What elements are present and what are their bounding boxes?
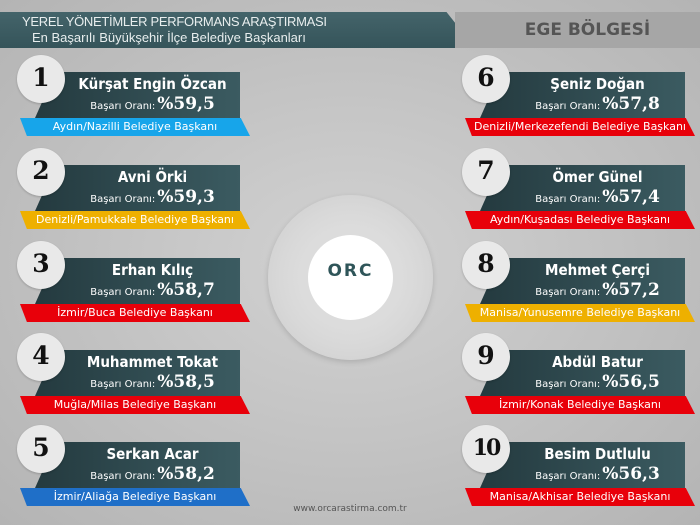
success-rate: Başarı Oranı: %57,4 xyxy=(510,187,685,207)
title-ribbon: İzmir/Buca Belediye Başkanı xyxy=(20,304,250,322)
rate-value: %57,8 xyxy=(602,94,660,114)
rate-label: Başarı Oranı: xyxy=(535,287,601,298)
ranking-card: 5 Serkan Acar Başarı Oranı: %58,2 İzmir/A… xyxy=(17,425,252,510)
mayor-name: Erhan Kılıç xyxy=(111,261,194,279)
info-panel: Serkan Acar Başarı Oranı: %58,2 xyxy=(35,442,240,488)
title-ribbon: Manisa/Akhisar Belediye Başkanı xyxy=(465,488,695,506)
success-rate: Başarı Oranı: %57,8 xyxy=(510,94,685,114)
header-banner: YEREL YÖNETİMLER PERFORMANS ARAŞTIRMASI … xyxy=(0,12,475,48)
title-ribbon: İzmir/Aliağa Belediye Başkanı xyxy=(20,488,250,506)
header-subtitle: En Başarılı Büyükşehir İlçe Belediye Baş… xyxy=(32,30,306,45)
mayor-name: Ömer Günel xyxy=(552,168,643,186)
rate-label: Başarı Oranı: xyxy=(90,471,156,482)
rank-badge: 10 xyxy=(462,425,510,473)
rank-badge: 6 xyxy=(462,55,510,103)
mayor-name: Avni Örki xyxy=(117,168,188,186)
info-panel: Kürşat Engin Özcan Başarı Oranı: %59,5 xyxy=(35,72,240,118)
rate-label: Başarı Oranı: xyxy=(90,101,156,112)
ranking-card: 8 Mehmet Çerçi Başarı Oranı: %57,2 Manisa… xyxy=(462,241,697,326)
rate-label: Başarı Oranı: xyxy=(535,379,601,390)
rate-value: %57,4 xyxy=(602,187,660,207)
title-ribbon: İzmir/Konak Belediye Başkanı xyxy=(465,396,695,414)
rate-value: %57,2 xyxy=(602,280,660,300)
rate-value: %56,5 xyxy=(602,372,660,392)
title-ribbon: Denizli/Merkezefendi Belediye Başkanı xyxy=(465,118,695,136)
success-rate: Başarı Oranı: %59,3 xyxy=(65,187,240,207)
rate-label: Başarı Oranı: xyxy=(535,471,601,482)
mayor-name: Besim Dutlulu xyxy=(544,445,651,463)
region-label: EGE BÖLGESİ xyxy=(455,12,700,48)
mayor-name: Abdül Batur xyxy=(552,353,643,371)
title-ribbon: Aydın/Kuşadası Belediye Başkanı xyxy=(465,211,695,229)
rate-value: %56,3 xyxy=(602,464,660,484)
info-panel: Besim Dutlulu Başarı Oranı: %56,3 xyxy=(480,442,685,488)
mayor-name: Mehmet Çerçi xyxy=(545,261,650,279)
title-ribbon: Muğla/Milas Belediye Başkanı xyxy=(20,396,250,414)
success-rate: Başarı Oranı: %56,5 xyxy=(510,372,685,392)
rate-label: Başarı Oranı: xyxy=(535,194,601,205)
info-panel: Abdül Batur Başarı Oranı: %56,5 xyxy=(480,350,685,396)
info-panel: Mehmet Çerçi Başarı Oranı: %57,2 xyxy=(480,258,685,304)
rank-badge: 8 xyxy=(462,241,510,289)
ranking-card: 6 Şeniz Doğan Başarı Oranı: %57,8 Denizli… xyxy=(462,55,697,140)
rate-value: %58,7 xyxy=(157,280,215,300)
orc-logo: ORC xyxy=(308,235,393,320)
rank-badge: 1 xyxy=(17,55,65,103)
rate-label: Başarı Oranı: xyxy=(90,287,156,298)
info-panel: Şeniz Doğan Başarı Oranı: %57,8 xyxy=(480,72,685,118)
ranking-card: 4 Muhammet Tokat Başarı Oranı: %58,5 Muğl… xyxy=(17,333,252,418)
success-rate: Başarı Oranı: %58,5 xyxy=(65,372,240,392)
title-ribbon: Aydın/Nazilli Belediye Başkanı xyxy=(20,118,250,136)
rank-badge: 5 xyxy=(17,425,65,473)
rank-badge: 9 xyxy=(462,333,510,381)
rate-value: %58,2 xyxy=(157,464,215,484)
rank-badge: 2 xyxy=(17,148,65,196)
rate-label: Başarı Oranı: xyxy=(535,101,601,112)
rank-badge: 3 xyxy=(17,241,65,289)
rank-badge: 4 xyxy=(17,333,65,381)
rate-label: Başarı Oranı: xyxy=(90,194,156,205)
info-panel: Ömer Günel Başarı Oranı: %57,4 xyxy=(480,165,685,211)
ranking-card: 3 Erhan Kılıç Başarı Oranı: %58,7 İzmir/B… xyxy=(17,241,252,326)
success-rate: Başarı Oranı: %57,2 xyxy=(510,280,685,300)
ranking-card: 7 Ömer Günel Başarı Oranı: %57,4 Aydın/Ku… xyxy=(462,148,697,233)
title-ribbon: Denizli/Pamukkale Belediye Başkanı xyxy=(20,211,250,229)
success-rate: Başarı Oranı: %56,3 xyxy=(510,464,685,484)
success-rate: Başarı Oranı: %58,2 xyxy=(65,464,240,484)
logo-disc: ORC xyxy=(268,195,433,360)
mayor-name: Muhammet Tokat xyxy=(86,353,219,371)
mayor-name: Kürşat Engin Özcan xyxy=(78,75,227,93)
title-ribbon: Manisa/Yunusemre Belediye Başkanı xyxy=(465,304,695,322)
ranking-card: 2 Avni Örki Başarı Oranı: %59,3 Denizli/P… xyxy=(17,148,252,233)
rate-value: %58,5 xyxy=(157,372,215,392)
info-panel: Erhan Kılıç Başarı Oranı: %58,7 xyxy=(35,258,240,304)
rate-value: %59,5 xyxy=(157,94,215,114)
website-url: www.orcarastirma.com.tr xyxy=(293,504,407,514)
success-rate: Başarı Oranı: %58,7 xyxy=(65,280,240,300)
mayor-name: Serkan Acar xyxy=(106,445,199,463)
ranking-card: 10 Besim Dutlulu Başarı Oranı: %56,3 Mani… xyxy=(462,425,697,510)
info-panel: Muhammet Tokat Başarı Oranı: %58,5 xyxy=(35,350,240,396)
rate-label: Başarı Oranı: xyxy=(90,379,156,390)
header-title: YEREL YÖNETİMLER PERFORMANS ARAŞTIRMASI xyxy=(22,14,327,29)
rank-badge: 7 xyxy=(462,148,510,196)
info-panel: Avni Örki Başarı Oranı: %59,3 xyxy=(35,165,240,211)
rate-value: %59,3 xyxy=(157,187,215,207)
mayor-name: Şeniz Doğan xyxy=(550,75,645,93)
success-rate: Başarı Oranı: %59,5 xyxy=(65,94,240,114)
ranking-card: 9 Abdül Batur Başarı Oranı: %56,5 İzmir/K… xyxy=(462,333,697,418)
ranking-card: 1 Kürşat Engin Özcan Başarı Oranı: %59,5 … xyxy=(17,55,252,140)
